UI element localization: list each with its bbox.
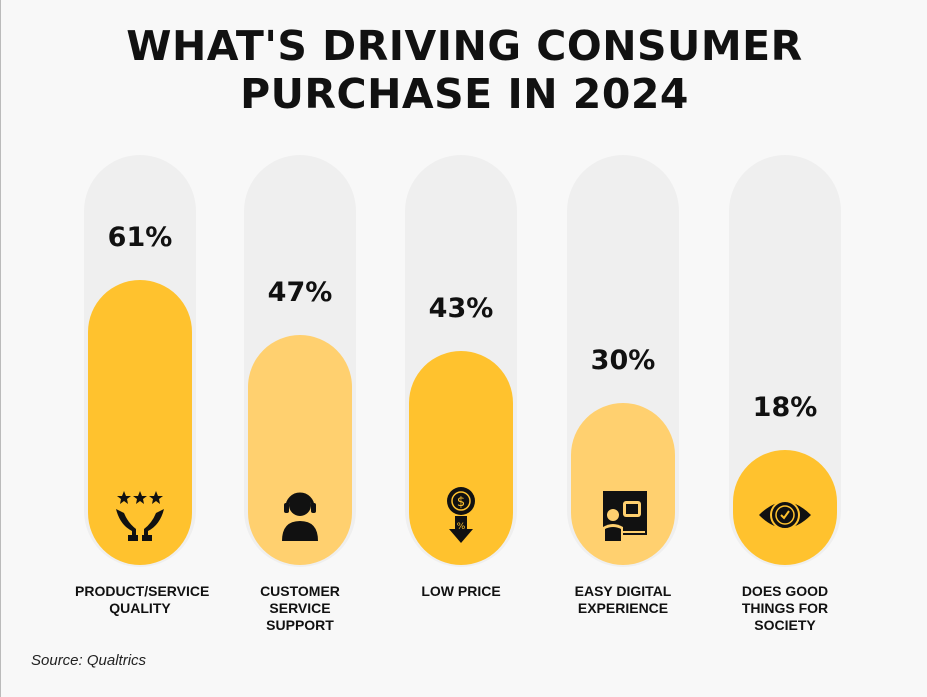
category-label: EASY DIGITAL EXPERIENCE <box>574 583 672 616</box>
value-label: 47% <box>267 277 333 309</box>
category-label: LOW PRICE <box>421 583 501 599</box>
digital-thumbs-up-icon <box>593 485 653 545</box>
svg-text:$: $ <box>457 495 465 510</box>
category-label: DOES GOOD THINGS FOR SOCIETY <box>741 583 829 633</box>
value-label: 18% <box>752 391 818 423</box>
value-label: 43% <box>428 293 494 325</box>
price-drop-icon: $% <box>431 485 491 545</box>
source-note: Source: Qualtrics <box>31 652 147 669</box>
eye-check-icon <box>755 485 815 545</box>
hands-stars-icon <box>110 485 170 545</box>
value-label: 30% <box>590 344 656 376</box>
svg-text:%: % <box>457 522 466 532</box>
value-label: 61% <box>107 222 173 254</box>
headset-agent-icon <box>270 485 330 545</box>
category-label: PRODUCT/SERVICE QUALITY <box>75 583 210 616</box>
category-label: CUSTOMER SERVICE SUPPORT <box>260 583 340 633</box>
chart-title: WHAT'S DRIVING CONSUMER PURCHASE IN 2024 <box>126 22 803 118</box>
bar-1 <box>88 280 192 565</box>
